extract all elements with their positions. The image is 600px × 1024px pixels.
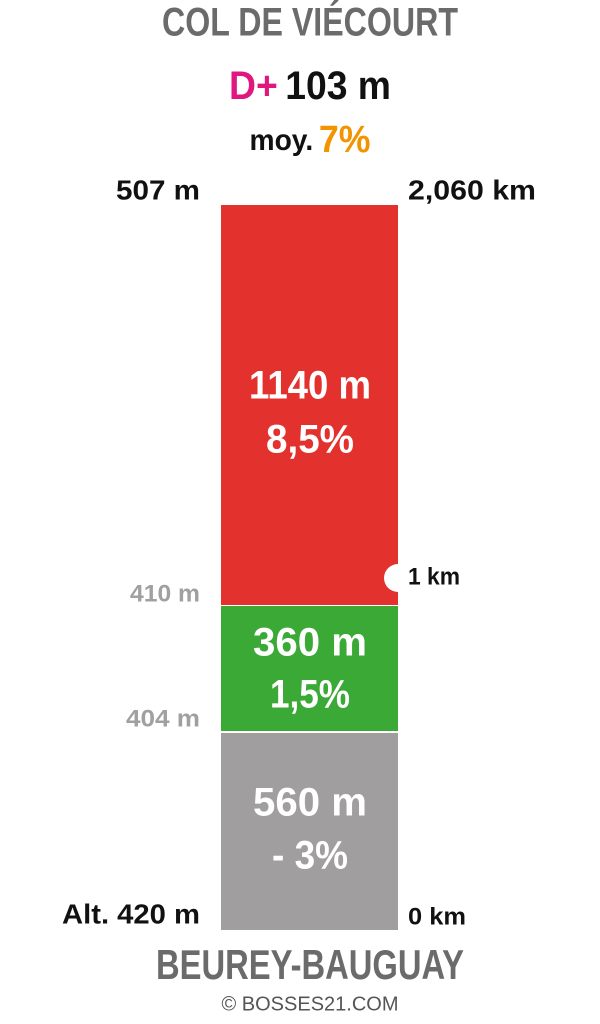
segment-length: 360 m (253, 621, 367, 665)
segment-gradient: 1,5% (270, 673, 350, 717)
segment-gradient: - 3% (272, 834, 348, 878)
elevation-gain: D+103 m (229, 64, 391, 108)
start-altitude: Alt. 420 m (62, 898, 200, 929)
segment (221, 606, 398, 731)
segment-gradient: 8,5% (266, 418, 354, 462)
segment-length: 560 m (253, 781, 367, 825)
top-distance: 2,060 km (408, 174, 536, 205)
km-marker: 1 km (408, 563, 460, 590)
altitude-marker: 404 m (126, 705, 200, 732)
avg-value: 7% (319, 119, 371, 161)
title: COL DE VIÉCOURT (162, 0, 458, 45)
segment-length: 1140 m (249, 364, 371, 408)
altitude-marker: 410 m (130, 580, 200, 607)
gain-label: D+ (229, 64, 278, 108)
top-altitude: 507 m (116, 174, 200, 205)
avg-label: moy. (250, 124, 314, 157)
km-notch (384, 564, 412, 592)
start-distance: 0 km (408, 903, 466, 930)
start-place: BEUREY-BAUGUAY (156, 941, 464, 988)
gain-value: 103 m (285, 64, 391, 108)
average-gradient: moy.7% (250, 119, 371, 161)
segment (221, 733, 398, 930)
segment (221, 205, 398, 605)
credit: © BOSSES21.COM (221, 993, 398, 1015)
